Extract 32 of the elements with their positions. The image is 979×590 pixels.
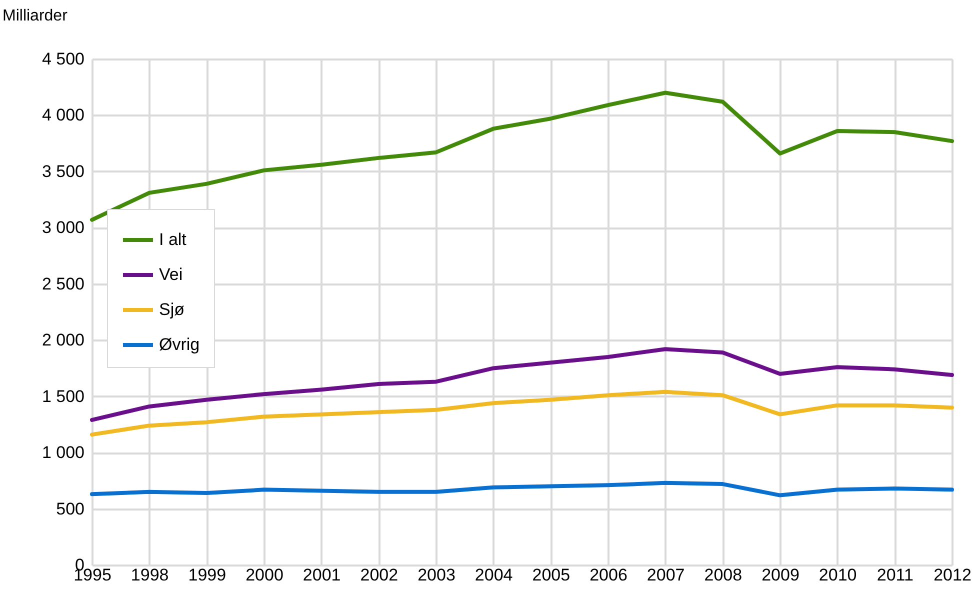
y-axis-title: Milliarder <box>2 8 68 24</box>
x-tick-label: 2001 <box>302 566 341 584</box>
x-tick-label: 2012 <box>934 566 972 584</box>
line-series <box>90 90 954 222</box>
y-tick-label: 2 500 <box>42 274 84 294</box>
x-tick-label: 2007 <box>646 566 685 584</box>
x-tick-label: 2000 <box>246 566 284 584</box>
x-tick-label: 2003 <box>418 566 456 584</box>
y-tick-label: 4 000 <box>42 106 84 125</box>
x-tick-label: 2008 <box>704 566 742 584</box>
x-tick-label: 2010 <box>818 566 857 584</box>
legend-label: I alt <box>159 230 187 249</box>
x-tick-label: 2005 <box>532 566 570 584</box>
y-tick-label: 500 <box>56 499 84 518</box>
x-tick-label: 1998 <box>130 566 169 584</box>
y-tick-label: 1 000 <box>42 443 84 462</box>
x-tick-label: 1999 <box>188 566 226 584</box>
y-tick-label: 2 000 <box>42 330 84 350</box>
x-tick-label: 2006 <box>590 566 628 584</box>
line-series <box>90 480 954 498</box>
legend-label: Sjø <box>159 300 184 319</box>
line-series <box>90 390 954 437</box>
legend-label: Vei <box>159 265 183 284</box>
x-tick-label: 2004 <box>474 566 513 584</box>
x-tick-label: 2009 <box>762 566 800 584</box>
y-tick-label: 3 500 <box>42 162 84 181</box>
legend-label: Øvrig <box>159 335 200 354</box>
x-tick-label: 2011 <box>876 566 914 584</box>
y-tick-label: 1 500 <box>42 386 84 406</box>
y-tick-label: 3 000 <box>42 218 84 238</box>
x-tick-label: 2002 <box>360 566 398 584</box>
y-tick-label: 4 500 <box>42 50 84 68</box>
